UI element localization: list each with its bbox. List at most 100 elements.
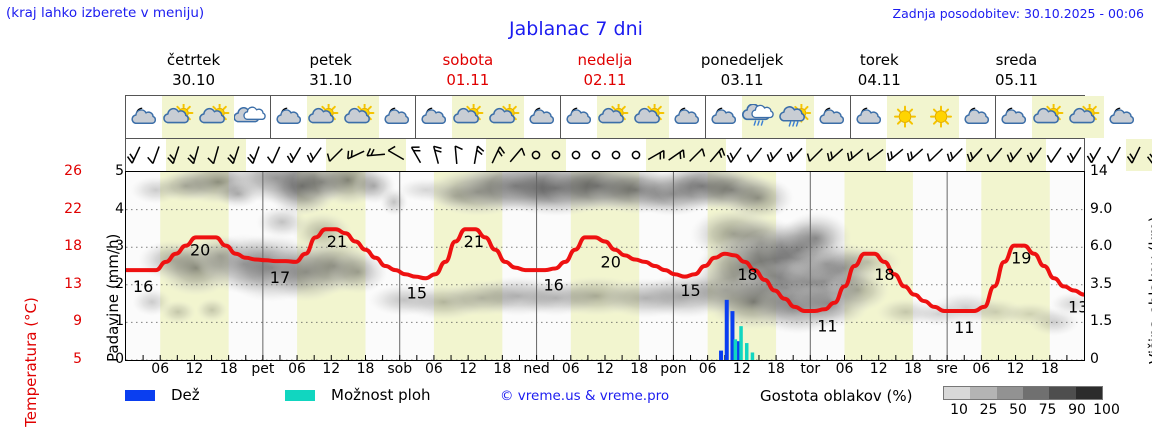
temperature-value-label: 16 xyxy=(133,277,153,296)
day-date: 31.10 xyxy=(309,71,353,89)
day-header-row: četrtek 30.10 petek 31.10 sobota 01.11 nedelja… xyxy=(125,50,1085,92)
temperature-value-label: 15 xyxy=(680,281,700,300)
wind-barb xyxy=(206,139,226,171)
cloud-density-step-90 xyxy=(1049,387,1076,399)
wind-barb xyxy=(946,139,966,171)
day-date: 04.11 xyxy=(857,71,901,89)
copyright-link[interactable]: © vreme.us & vreme.pro xyxy=(500,388,670,404)
time-tick: 06 xyxy=(288,361,306,377)
day-name: petek xyxy=(309,51,352,69)
time-tick: 12 xyxy=(459,361,478,377)
time-tick: 06 xyxy=(835,361,854,377)
temperature-value-label: 16 xyxy=(543,275,563,294)
wind-barb xyxy=(926,139,946,171)
time-tick: sre xyxy=(936,361,958,377)
wind-barb xyxy=(306,139,326,171)
axis-tick: 2 xyxy=(115,275,124,292)
moon-cloud-icon xyxy=(1104,96,1140,138)
sun-cloud-icon xyxy=(633,96,669,138)
time-tick: pon xyxy=(660,361,687,377)
rain-legend-label: Dež xyxy=(171,386,200,404)
sun-cloud-icon xyxy=(162,96,198,138)
cloud-height-axis-label: Višina oblakov (km) xyxy=(1146,216,1152,364)
sun-cloud-icon xyxy=(452,96,488,138)
moon-cloud-icon xyxy=(706,96,742,138)
temperature-value-label: 11 xyxy=(817,316,837,335)
wind-barb xyxy=(1106,139,1126,171)
day-date: 30.10 xyxy=(172,71,216,89)
wind-barb xyxy=(686,139,706,171)
moon-cloud-icon xyxy=(814,96,850,138)
sun-cloud-icon xyxy=(198,96,234,138)
wind-barb xyxy=(486,139,506,171)
wind-barb xyxy=(446,139,466,171)
time-tick: 06 xyxy=(151,361,170,377)
temperature-value-label: 18 xyxy=(737,265,757,284)
moon-cloud-icon xyxy=(126,96,162,138)
temperature-value-label: 19 xyxy=(1011,249,1031,268)
wind-barb xyxy=(286,139,306,171)
wind-barb xyxy=(726,139,746,171)
icon-day-5 xyxy=(851,96,996,138)
moon-cloud-icon xyxy=(561,96,597,138)
day-name: sreda xyxy=(995,51,1038,69)
cloud-density-tick: 90 xyxy=(1068,402,1086,418)
location-menu-note[interactable]: (kraj lahko izberete v meniju) xyxy=(6,5,205,21)
icon-day-6 xyxy=(996,96,1140,138)
time-tick: 18 xyxy=(493,361,512,377)
precipitation-axis-title: Padavine (mm/h) xyxy=(88,172,122,362)
wind-barb xyxy=(746,139,766,171)
time-tick: ned xyxy=(523,361,550,377)
icon-day-4 xyxy=(706,96,851,138)
sun-cloud-icon xyxy=(488,96,524,138)
cloud-density-step-10 xyxy=(944,387,971,399)
axis-tick: 0 xyxy=(115,351,124,367)
day-header-4: ponedeljek 03.11 xyxy=(674,50,811,92)
temperature-value-label: 21 xyxy=(464,232,484,251)
temperature-value-label: 13 xyxy=(1068,298,1084,317)
wind-barb xyxy=(126,139,146,171)
wind-barb xyxy=(626,139,646,171)
temperature-value-label: 17 xyxy=(270,268,290,287)
wind-barb xyxy=(826,139,846,171)
axis-tick: 1.5 xyxy=(1090,313,1113,330)
sun-icon xyxy=(923,96,959,138)
temperature-value-label: 20 xyxy=(601,253,621,272)
icon-day-3 xyxy=(561,96,706,138)
cloud-density-tick: 75 xyxy=(1038,402,1057,418)
time-tick: 06 xyxy=(561,361,580,377)
wind-day-0 xyxy=(126,139,286,171)
wind-barb xyxy=(706,139,726,171)
time-tick: 12 xyxy=(322,361,341,377)
wind-barb xyxy=(566,139,586,171)
day-date: 02.11 xyxy=(583,71,627,89)
wind-day-1 xyxy=(286,139,446,171)
time-tick: 18 xyxy=(767,361,785,377)
axis-tick: 13 xyxy=(64,275,82,292)
moon-cloud-icon xyxy=(996,96,1032,138)
wind-barb xyxy=(806,139,826,171)
time-tick: 06 xyxy=(972,361,991,377)
wind-barb xyxy=(246,139,266,171)
cloud-density-legend-title: Gostota oblakov (%) xyxy=(760,387,913,405)
temperature-value-label: 20 xyxy=(190,240,210,259)
moon-cloud-icon xyxy=(669,96,705,138)
day-name: torek xyxy=(859,51,899,69)
cloud-density-gradient-bar xyxy=(943,386,1103,400)
wind-barb xyxy=(786,139,806,171)
axis-tick: 3 xyxy=(115,238,124,255)
day-date: 05.11 xyxy=(994,71,1038,89)
axis-tick: 9.0 xyxy=(1090,200,1113,217)
wind-barb xyxy=(966,139,986,171)
time-tick: 06 xyxy=(425,361,443,377)
day-header-3: nedelja 02.11 xyxy=(536,50,673,92)
weather-icon-row xyxy=(125,95,1135,139)
wind-barb xyxy=(886,139,906,171)
temperature-tick-list: 26 22 18 13 9 5 xyxy=(38,163,82,367)
sun-cloud-rain-icon xyxy=(778,96,814,138)
wind-barb xyxy=(466,139,486,171)
plot-canvas: 16 20 17 21 15 21 16 20 15 18 11 18 11 19 13 xyxy=(126,172,1084,360)
cloud-height-tick-list: 14 9.0 6.0 3.5 1.5 0 xyxy=(1090,163,1126,367)
cloud-density-scale-numbers: 10 25 50 75 90 100 xyxy=(937,402,1120,420)
